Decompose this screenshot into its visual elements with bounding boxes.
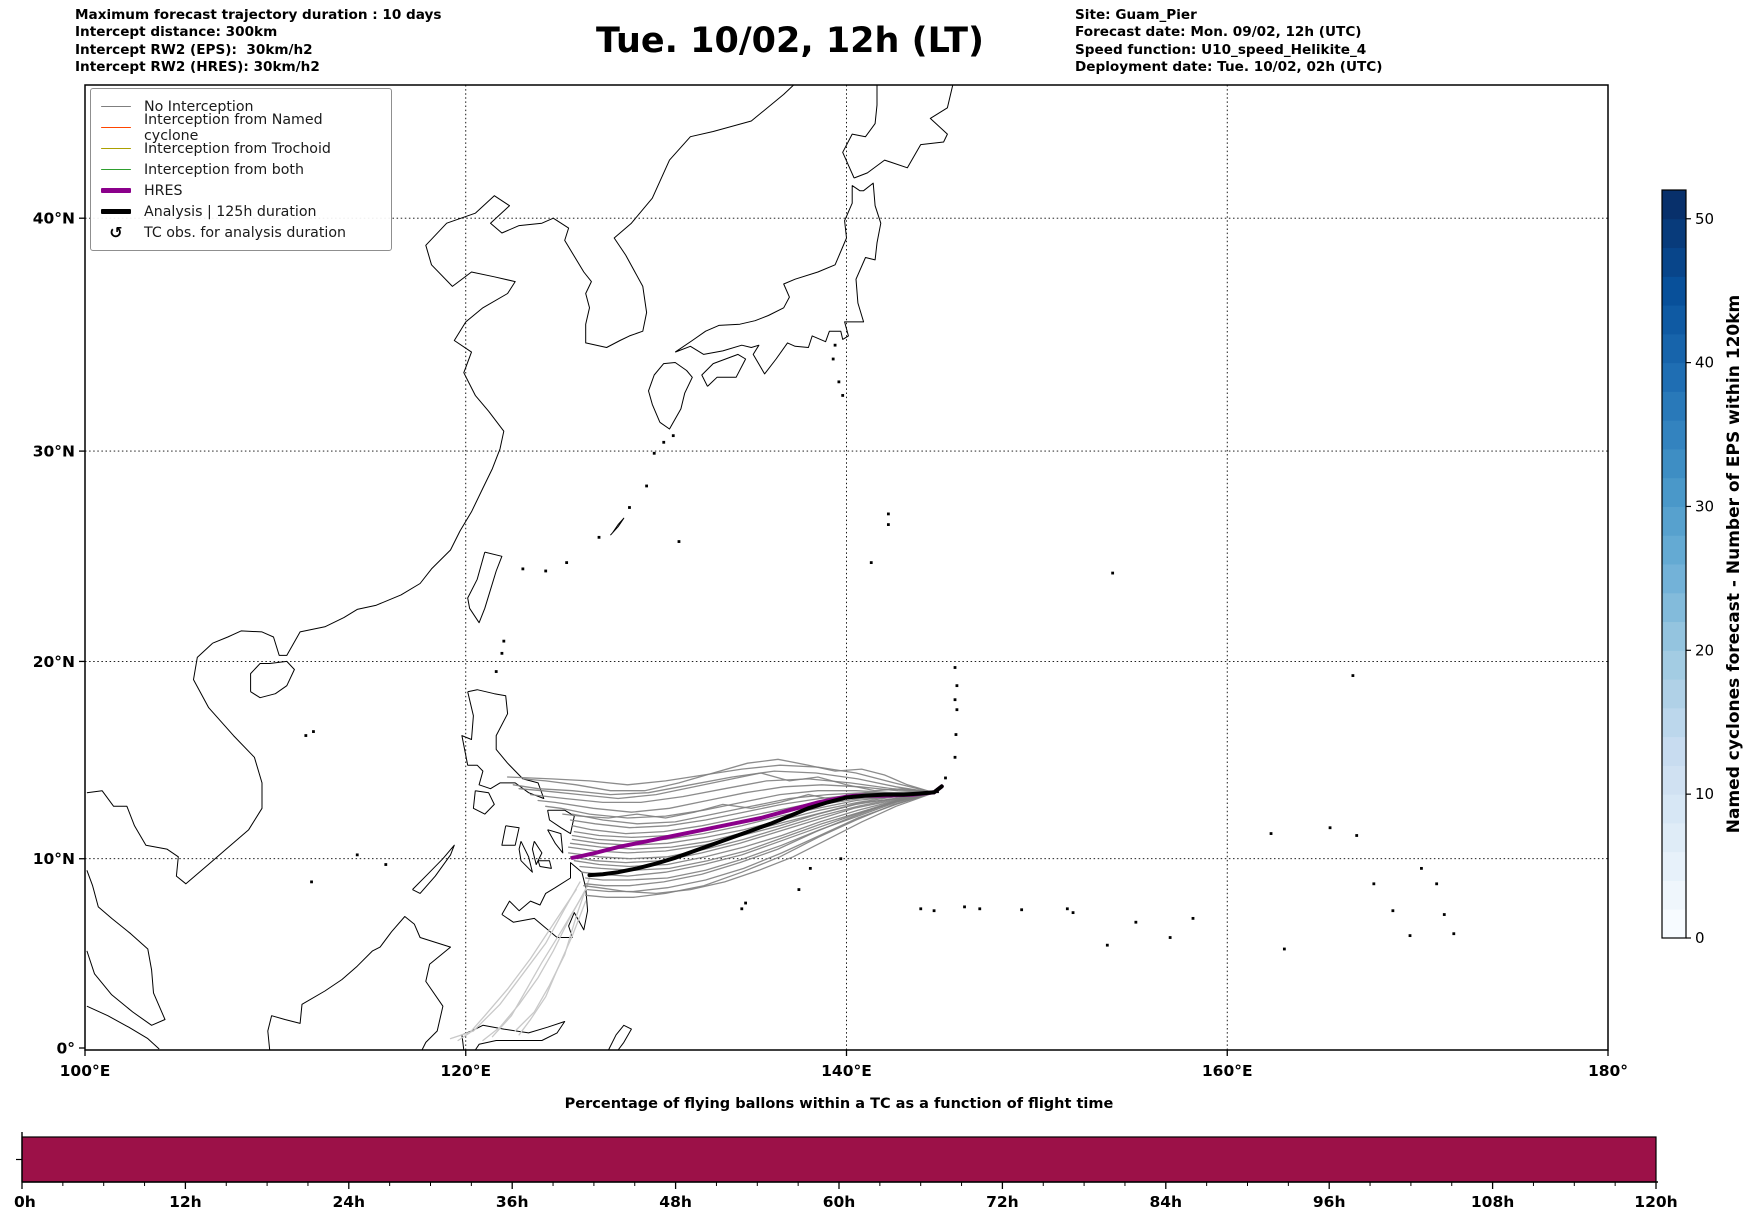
header-line: Intercept distance: 300km — [75, 24, 278, 41]
legend-line — [101, 168, 131, 171]
flight-time-tick-label: 120h — [1634, 1193, 1677, 1211]
map-axis-ticks: 100°E 120°E 140°E 160°E 180° 0° 10°N 20°N 30°N 40… — [33, 210, 1628, 1080]
header-line: Intercept RW2 (HRES): 30km/h2 — [75, 59, 320, 76]
colorbar-tick-label: 20 — [1695, 641, 1714, 659]
colorbar-tick-label: 30 — [1695, 497, 1714, 515]
header-line: Site: Guam_Pier — [1075, 7, 1197, 23]
legend-line — [101, 188, 131, 193]
lat-tick-label: 30°N — [33, 443, 75, 461]
legend-item: HRES — [101, 180, 381, 201]
legend-label: TC obs. for analysis duration — [144, 224, 347, 241]
legend-line — [101, 209, 131, 214]
legend-line-swatch-icon — [101, 126, 131, 129]
header-right-run-info: Site: Guam_Pier Forecast date: Mon. 09/02… — [1075, 7, 1383, 77]
header-line: Maximum forecast trajectory duration : 1… — [75, 7, 442, 23]
lat-tick-label: 20°N — [33, 653, 75, 671]
header-left-parameters: Maximum forecast trajectory duration : 1… — [75, 7, 442, 77]
flight-time-tick-label: 96h — [1313, 1193, 1346, 1211]
legend-line-swatch-icon — [101, 188, 131, 193]
legend-line — [101, 105, 131, 108]
balloon-percentage-bar-chart: 0h 12h 24h 36h 48h 60h 72h 84h 96h 108h 120h — [14, 1132, 1678, 1211]
legend-line-swatch-icon — [101, 147, 131, 150]
header-line: Forecast date: Mon. 09/02, 12h (UTC) — [1075, 24, 1362, 41]
legend-line — [101, 126, 131, 129]
lon-tick-label: 120°E — [440, 1062, 491, 1080]
bar-chart-title: Percentage of flying ballons within a TC… — [564, 1096, 1114, 1112]
legend-item: No Interception — [101, 96, 381, 117]
colorbar-tick-label: 0 — [1695, 929, 1705, 947]
analysis-trajectory — [587, 784, 944, 878]
colorbar-axis-label: Named cyclones forecast - Number of EPS … — [1724, 295, 1744, 834]
graticule — [85, 85, 1608, 1050]
legend-label: Analysis | 125h duration — [144, 203, 317, 220]
legend-item: Interception from Trochoid — [101, 138, 381, 159]
ensemble-faded-trajectories — [449, 877, 591, 1042]
tc-obs-marker-icon: ↺ — [101, 222, 131, 242]
flight-time-tick-label: 60h — [823, 1193, 856, 1211]
flight-time-tick-label: 24h — [332, 1193, 365, 1211]
lat-tick-label: 0° — [56, 1040, 75, 1058]
lon-tick-label: 160°E — [1202, 1062, 1253, 1080]
legend-label: Interception from both — [144, 161, 304, 178]
coastlines — [86, 85, 954, 1050]
map-area — [85, 85, 1608, 1050]
header-line: Deployment date: Tue. 10/02, 02h (UTC) — [1075, 59, 1383, 76]
legend-label: HRES — [144, 182, 183, 199]
lat-tick-label: 40°N — [33, 210, 75, 228]
page-title: Tue. 10/02, 12h (LT) — [595, 21, 985, 61]
ensemble-trajectories — [506, 758, 943, 898]
legend-item: Interception from both — [101, 159, 381, 180]
colorbar-tick-label: 40 — [1695, 354, 1714, 372]
legend-line — [101, 147, 131, 150]
flight-time-tick-label: 72h — [986, 1193, 1019, 1211]
map-legend: No Interception Interception from Named c… — [90, 88, 392, 251]
lon-tick-label: 140°E — [821, 1062, 872, 1080]
flight-time-tick-label: 84h — [1149, 1193, 1182, 1211]
header-line: Speed function: U10_speed_Helikite_4 — [1075, 41, 1367, 58]
legend-label: Interception from Named cyclone — [144, 111, 323, 144]
legend-label: No Interception — [144, 98, 254, 115]
percentage-bar — [21, 1136, 1657, 1183]
cyclone-symbol-icon: ↺ — [109, 222, 123, 242]
island-dots — [304, 343, 1456, 951]
lat-tick-label: 10°N — [33, 850, 75, 868]
colorbar: 0 10 20 30 40 50 Named cyclones forecast - Num… — [1661, 189, 1744, 947]
lon-tick-label: 180° — [1588, 1062, 1628, 1080]
flight-time-tick-label: 12h — [169, 1193, 202, 1211]
header-line: Intercept RW2 (EPS): 30km/h2 — [75, 41, 313, 58]
legend-item: Analysis | 125h duration — [101, 201, 381, 222]
legend-item: ↺ TC obs. for analysis duration — [101, 222, 381, 243]
lon-tick-label: 100°E — [60, 1062, 111, 1080]
legend-label: Interception from Trochoid — [144, 140, 331, 157]
flight-time-tick-label: 48h — [659, 1193, 692, 1211]
colorbar-tick-label: 10 — [1695, 785, 1714, 803]
legend-line-swatch-icon — [101, 168, 131, 171]
flight-time-tick-label: 108h — [1471, 1193, 1514, 1211]
legend-line-swatch-icon — [101, 209, 131, 214]
legend-line-swatch-icon — [101, 105, 131, 108]
flight-time-tick-label: 36h — [496, 1193, 529, 1211]
flight-time-tick-label: 0h — [14, 1193, 36, 1211]
legend-item: Interception from Named cyclone — [101, 112, 381, 144]
colorbar-tick-label: 50 — [1695, 210, 1714, 228]
